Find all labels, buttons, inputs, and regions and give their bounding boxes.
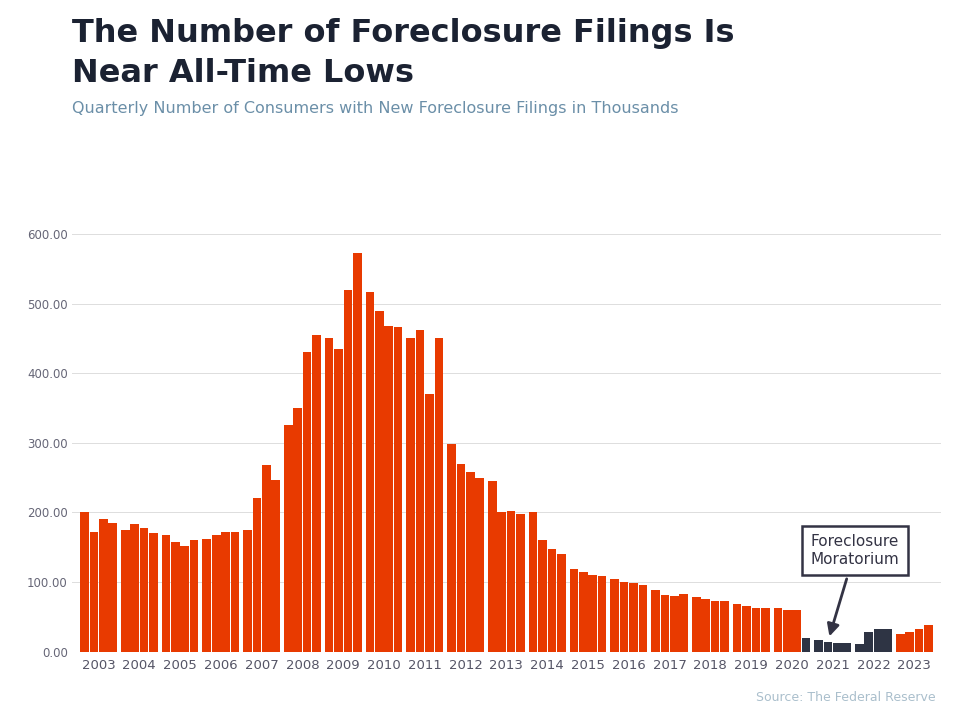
Text: Near All-Time Lows: Near All-Time Lows — [72, 58, 414, 89]
Bar — [905, 632, 914, 652]
Bar — [416, 330, 424, 652]
Bar — [598, 577, 607, 652]
Bar — [190, 540, 199, 652]
Text: Quarterly Number of Consumers with New Foreclosure Filings in Thousands: Quarterly Number of Consumers with New F… — [72, 101, 679, 116]
Bar — [324, 338, 333, 652]
Bar — [516, 514, 525, 652]
Bar — [230, 532, 239, 652]
Bar — [710, 600, 719, 652]
Bar — [171, 542, 180, 652]
Bar — [742, 606, 751, 652]
Bar — [529, 513, 538, 652]
Bar — [774, 608, 782, 652]
Bar — [660, 595, 669, 652]
Bar — [180, 546, 189, 652]
Bar — [284, 426, 293, 652]
Bar — [294, 408, 302, 652]
Bar — [814, 641, 823, 652]
Bar — [924, 625, 933, 652]
Bar — [262, 465, 271, 652]
Bar — [680, 594, 688, 652]
Bar — [497, 513, 506, 652]
Bar — [99, 519, 108, 652]
Bar — [670, 596, 679, 652]
Bar — [865, 632, 874, 652]
Bar — [203, 539, 211, 652]
Bar — [752, 608, 760, 652]
Bar — [539, 540, 547, 652]
Text: Source: The Federal Reserve: Source: The Federal Reserve — [756, 691, 936, 704]
Bar — [252, 498, 261, 652]
Bar — [638, 585, 647, 652]
Bar — [569, 570, 578, 652]
Bar — [406, 338, 415, 652]
Bar — [302, 352, 311, 652]
Bar — [896, 634, 904, 652]
Bar — [588, 575, 597, 652]
Bar — [394, 327, 402, 652]
Bar — [579, 572, 588, 652]
Bar — [89, 532, 98, 652]
Bar — [131, 524, 139, 652]
Bar — [375, 310, 384, 652]
Bar — [447, 444, 456, 652]
Bar — [425, 394, 434, 652]
Bar — [312, 335, 321, 652]
Bar — [475, 477, 484, 652]
Bar — [161, 535, 170, 652]
Bar — [435, 338, 444, 652]
Bar — [243, 530, 252, 652]
Bar — [783, 610, 792, 652]
Bar — [629, 583, 637, 652]
Bar — [121, 530, 130, 652]
Bar — [457, 464, 466, 652]
Bar — [833, 643, 842, 652]
Bar — [221, 532, 229, 652]
Bar — [139, 528, 148, 652]
Bar — [212, 535, 221, 652]
Bar — [547, 549, 556, 652]
Bar — [384, 326, 393, 652]
Bar — [334, 349, 343, 652]
Bar — [272, 480, 280, 652]
Bar — [466, 472, 474, 652]
Bar — [651, 590, 660, 652]
Bar — [507, 511, 516, 652]
Bar — [824, 642, 832, 652]
Text: Foreclosure
Moratorium: Foreclosure Moratorium — [811, 534, 900, 634]
Bar — [883, 629, 892, 652]
Bar — [692, 598, 701, 652]
Bar — [720, 601, 729, 652]
Bar — [874, 629, 882, 652]
Bar — [915, 629, 924, 652]
Bar — [366, 292, 374, 652]
Bar — [344, 289, 352, 652]
Bar — [855, 644, 864, 652]
Bar — [732, 604, 741, 652]
Bar — [843, 643, 852, 652]
Bar — [80, 513, 88, 652]
Text: The Number of Foreclosure Filings Is: The Number of Foreclosure Filings Is — [72, 18, 734, 49]
Bar — [488, 481, 496, 652]
Bar — [108, 523, 117, 652]
Bar — [702, 599, 710, 652]
Bar — [353, 253, 362, 652]
Bar — [611, 579, 619, 652]
Bar — [802, 638, 810, 652]
Bar — [792, 610, 801, 652]
Bar — [557, 554, 565, 652]
Bar — [149, 534, 157, 652]
Bar — [761, 608, 770, 652]
Bar — [620, 582, 629, 652]
